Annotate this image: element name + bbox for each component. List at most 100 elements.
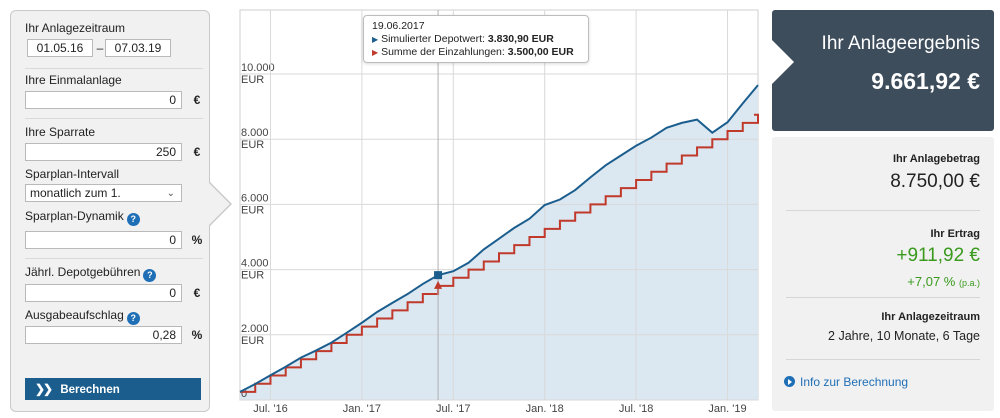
period-dash: – [96, 41, 104, 55]
x-tick-label: Jul. '17 [436, 403, 471, 415]
depot-area [240, 85, 758, 401]
tooltip-depot-value: 3.830,90 EUR [487, 33, 554, 45]
interval-label: Sparplan-Intervall [25, 167, 120, 181]
dynamics-label-text: Sparplan-Dynamik [25, 209, 124, 223]
y-tick-label: 2.000 [241, 323, 269, 335]
fees-label-text: Jährl. Depotgebühren [25, 265, 141, 279]
surcharge-unit: % [191, 328, 203, 342]
question-icon[interactable]: ? [126, 312, 140, 325]
fees-group: Jährl. Depotgebühren? 0 € [25, 265, 203, 302]
tooltip-line-depot: ▶ Simulierter Depotwert: 3.830,90 EUR [372, 33, 580, 46]
divider [786, 210, 980, 211]
surcharge-row: 0,28 % [25, 326, 203, 346]
tooltip-payments-label: Summe der Einzahlungen: [381, 46, 505, 58]
lump-sum-label: Ihre Einmalanlage [25, 73, 122, 87]
question-icon[interactable]: ? [126, 213, 140, 226]
lump-sum-input[interactable]: 0 [25, 91, 182, 109]
y-tick-label: 8.000 [241, 127, 269, 139]
x-tick-label: Jan. '18 [526, 403, 564, 415]
invested-label: Ihr Anlagebetrag [893, 153, 980, 165]
y-tick-label: 10.000 [241, 62, 275, 74]
return-label: Ihr Ertrag [930, 228, 980, 240]
fees-unit: € [193, 286, 201, 300]
tooltip-depot-label: Simulierter Depotwert: [381, 33, 485, 45]
lump-sum-row: 0 € [25, 91, 203, 111]
result-header: Ihr Anlageergebnis 9.661,92 € [772, 10, 994, 131]
lump-sum-unit: € [193, 93, 201, 107]
interval-select[interactable]: monatlich zum 1. ⌄ [25, 184, 182, 202]
dynamics-label: Sparplan-Dynamik? [25, 209, 203, 226]
savings-rate-group: Ihre Sparrate 250 € [25, 125, 203, 161]
duration-value: 2 Jahre, 10 Monate, 6 Tage [828, 329, 980, 343]
y-tick-unit: EUR [241, 139, 264, 151]
return-percent-value: +7,07 % [907, 274, 956, 289]
depot-marker [434, 271, 443, 280]
chart-tooltip: 19.06.2017 ▶ Simulierter Depotwert: 3.83… [363, 15, 589, 63]
period-group: Ihr Anlagezeitraum 01.05.16 – 07.03.19 [25, 21, 203, 57]
dynamics-group: Sparplan-Dynamik? 0 % [25, 209, 203, 249]
x-tick-label: Jan. '19 [708, 403, 746, 415]
result-value: 9.661,92 € [871, 68, 980, 94]
dynamics-unit: % [191, 233, 203, 247]
play-circle-icon [784, 376, 795, 387]
info-calculation-link[interactable]: Info zur Berechnung [784, 375, 908, 389]
question-icon[interactable]: ? [143, 269, 157, 282]
divider [25, 118, 203, 119]
form-pointer-fill [209, 183, 230, 225]
period-end-input[interactable]: 07.03.19 [105, 39, 171, 57]
period-start-input[interactable]: 01.05.16 [27, 39, 93, 57]
chevron-down-icon: ⌄ [166, 188, 175, 199]
result-details: Ihr Anlagebetrag 8.750,00 € Ihr Ertrag +… [772, 137, 994, 411]
fees-label: Jährl. Depotgebühren? [25, 265, 203, 282]
surcharge-label: Ausgabeaufschlag? [25, 308, 203, 325]
x-tick-label: Jul. '18 [619, 403, 654, 415]
calculate-button[interactable]: ❯❯ Berechnen [25, 378, 201, 400]
divider [25, 68, 203, 69]
interval-row: monatlich zum 1. ⌄ [25, 184, 203, 204]
surcharge-label-text: Ausgabeaufschlag [25, 308, 124, 322]
lump-sum-group: Ihre Einmalanlage 0 € [25, 73, 203, 109]
red-triangle-icon: ▶ [372, 48, 379, 57]
depot-line [239, 84, 759, 393]
surcharge-input[interactable]: 0,28 [25, 326, 182, 344]
x-tick-label: Jul. '16 [253, 403, 288, 415]
invested-value: 8.750,00 € [890, 171, 980, 192]
divider [25, 258, 203, 259]
fees-input[interactable]: 0 [25, 284, 182, 302]
tooltip-line-payments: ▶ Summe der Einzahlungen: 3.500,00 EUR [372, 46, 580, 59]
chart-canvas: 02.000EUR4.000EUR6.000EUR8.000EUR10.000E… [239, 9, 759, 415]
y-tick-label: 0 [241, 388, 247, 400]
savings-rate-input[interactable]: 250 [25, 143, 182, 161]
divider [786, 297, 980, 298]
y-tick-unit: EUR [241, 204, 264, 216]
dynamics-input[interactable]: 0 [25, 231, 182, 249]
interval-value: monatlich zum 1. [30, 186, 121, 200]
payments-line [240, 113, 759, 393]
fees-row: 0 € [25, 284, 203, 304]
y-tick-label: 6.000 [241, 192, 269, 204]
y-tick-label: 4.000 [241, 258, 269, 270]
y-tick-unit: EUR [241, 270, 264, 282]
return-value: +911,92 € [896, 245, 980, 266]
blue-triangle-icon: ▶ [372, 35, 379, 44]
return-percent-suffix: (p.a.) [958, 278, 980, 288]
period-label: Ihr Anlagezeitraum [25, 21, 126, 35]
calculator-form: Ihr Anlagezeitraum 01.05.16 – 07.03.19 I… [10, 10, 210, 412]
info-link-label: Info zur Berechnung [800, 375, 909, 389]
result-pointer [772, 40, 794, 84]
dynamics-row: 0 % [25, 231, 203, 251]
return-percent: +7,07 % (p.a.) [907, 274, 980, 289]
surcharge-group: Ausgabeaufschlag? 0,28 % [25, 308, 203, 344]
period-row: 01.05.16 – 07.03.19 [25, 39, 203, 59]
savings-rate-row: 250 € [25, 143, 203, 163]
x-tick-label: Jan. '17 [343, 403, 381, 415]
duration-label: Ihr Anlagezeitraum [881, 311, 980, 323]
y-tick-unit: EUR [241, 74, 264, 86]
savings-rate-unit: € [193, 145, 201, 159]
interval-group: Sparplan-Intervall monatlich zum 1. ⌄ [25, 167, 203, 202]
savings-plan-chart: 0 2.000 EUR 4.000 EUR 6.000 EUR 8.000 EUR 10.000 E… [238, 0, 760, 418]
tooltip-date: 19.06.2017 [372, 20, 425, 32]
double-chevron-right-icon: ❯❯ [35, 382, 53, 396]
tooltip-payments-value: 3.500,00 EUR [507, 46, 574, 58]
divider [786, 359, 980, 360]
